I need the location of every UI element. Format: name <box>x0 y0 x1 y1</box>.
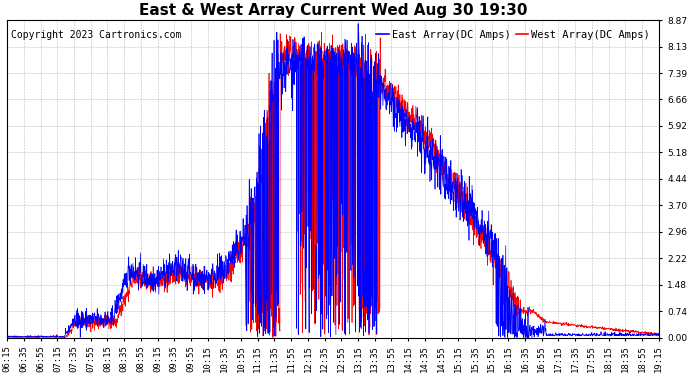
Text: Copyright 2023 Cartronics.com: Copyright 2023 Cartronics.com <box>10 30 181 40</box>
Title: East & West Array Current Wed Aug 30 19:30: East & West Array Current Wed Aug 30 19:… <box>139 3 528 18</box>
Legend: East Array(DC Amps), West Array(DC Amps): East Array(DC Amps), West Array(DC Amps) <box>372 26 654 44</box>
